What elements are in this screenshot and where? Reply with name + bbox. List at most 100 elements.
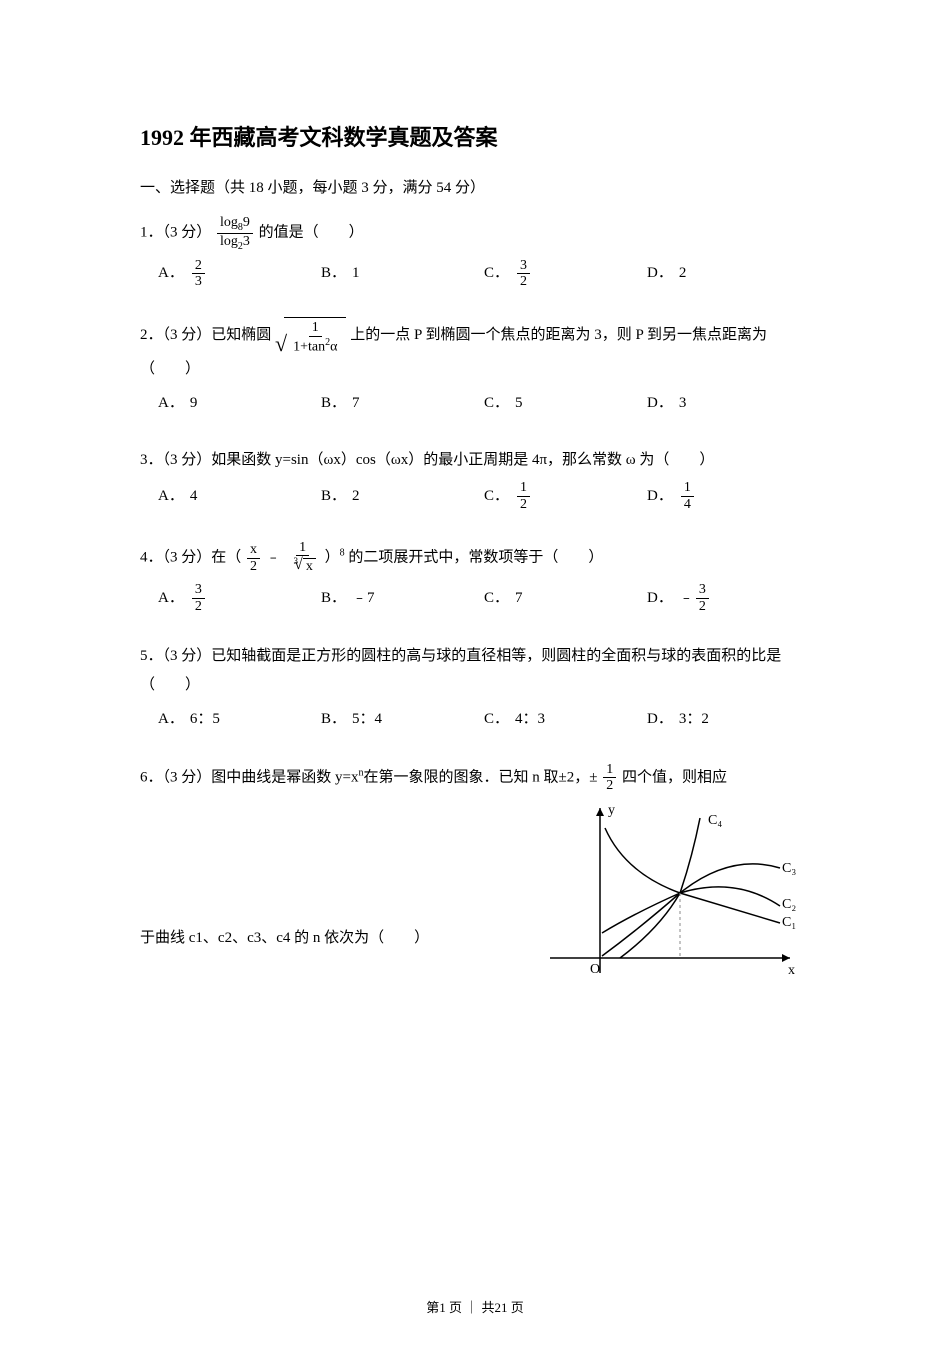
opt-label: C． [484,482,509,511]
q1-prefix: 1．（3 分） [140,225,211,241]
q3-b-val: 2 [352,482,360,511]
opt-label: A． [158,259,184,288]
q2-option-a: A．9 [158,389,321,418]
q3-d-den: 4 [681,497,694,512]
q4-a-num: 3 [192,582,205,598]
q1-suffix: 的值是（ ） [259,225,364,241]
q4-option-b: B．﹣7 [321,582,484,614]
q5-c-val: 4：3 [515,705,545,734]
q6-frac-den: 2 [603,778,616,793]
q1-c-den: 2 [517,274,530,289]
q2-sqrt-num: 1 [309,320,322,336]
opt-label: B． [321,259,346,288]
q1-d-val: 2 [679,259,687,288]
opt-label: B． [321,389,346,418]
question-4: 4．（3 分）在（ x 2 ﹣ 1 3 √ x ）8 的二项展开式中，常数项等于… [140,540,810,614]
fig-c4: C₄ [708,813,722,828]
section-header: 一、选择题（共 18 小题，每小题 3 分，满分 54 分） [140,176,810,197]
q5-option-a: A．6：5 [158,705,321,734]
q2-den-a: 1+tan [293,339,325,354]
q4-prefix: 4．（3 分）在（ [140,550,241,566]
q6-suffix1: 四个值，则相应 [622,769,727,785]
q4-option-d: D． ﹣32 [647,582,810,614]
q5-d-val: 3：2 [679,705,709,734]
opt-label: A． [158,705,184,734]
fig-o-label: O [590,962,600,977]
question-3: 3．（3 分）如果函数 y=sin（ωx）cos（ωx）的最小正周期是 4π，那… [140,446,810,512]
q3-option-b: B．2 [321,480,484,512]
q4-option-c: C．7 [484,582,647,614]
opt-label: D． [647,259,673,288]
q4-d-num: 3 [696,582,709,598]
opt-label: C． [484,584,509,613]
q1-option-d: D． 2 [647,258,810,290]
question-1: 1．（3 分） log89 log23 的值是（ ） A． 23 B． 1 [140,215,810,289]
opt-label: A． [158,389,184,418]
q4-minus: ﹣ [266,550,281,566]
q4-exp: 8 [340,548,345,559]
opt-label: C． [484,705,509,734]
q1-bot-log: log [220,234,238,249]
q3-option-d: D．14 [647,480,810,512]
q5-option-d: D．3：2 [647,705,810,734]
q1-option-a: A． 23 [158,258,321,290]
q1-option-c: C． 32 [484,258,647,290]
q3-stem: 3．（3 分）如果函数 y=sin（ωx）cos（ωx）的最小正周期是 4π，那… [140,446,810,475]
fig-c3: C₃ [782,861,796,876]
q2-option-b: B．7 [321,389,484,418]
q2-d-val: 3 [679,389,687,418]
question-6: 6．（3 分）图中曲线是幂函数 y=xn在第一象限的图象．已知 n 取±2，± … [140,762,810,998]
opt-label: D． [647,482,673,511]
q6-prefix: 6．（3 分）图中曲线是幂函数 y=x [140,769,358,785]
opt-label: D． [647,705,673,734]
opt-label: A． [158,584,184,613]
opt-label: B． [321,584,346,613]
page-title: 1992 年西藏高考文科数学真题及答案 [140,120,810,152]
q1-a-den: 3 [192,274,205,289]
q6-mid: 在第一象限的图象．已知 n 取±2，± [363,769,597,785]
q1-top-arg: 9 [243,215,250,230]
q1-top-log: log [220,215,238,230]
q4-a-den: 2 [192,599,205,614]
q4-option-a: A． 32 [158,582,321,614]
q1-b-val: 1 [352,259,360,288]
q6-frac-num: 1 [603,762,616,778]
fig-c2: C₂ [782,897,796,912]
q4-t1-den: 2 [247,559,260,574]
q2-b-val: 7 [352,389,360,418]
q4-suffix: 的二项展开式中，常数项等于（ ） [348,550,603,566]
q5-option-b: B．5：4 [321,705,484,734]
q5-stem: 5．（3 分）已知轴截面是正方形的圆柱的高与球的直径相等，则圆柱的全面积与球的表… [140,642,810,699]
q5-a-val: 6：5 [190,705,220,734]
q2-c-val: 5 [515,389,523,418]
q2-a-val: 9 [190,389,198,418]
q3-option-c: C． 12 [484,480,647,512]
q3-c-num: 1 [517,480,530,496]
q1-bot-arg: 3 [243,234,250,249]
opt-label: C． [484,259,509,288]
q4-t1-num: x [247,542,260,558]
fig-x-label: x [788,963,795,978]
q4-term2: 1 3 √ x [287,540,319,576]
q1-a-num: 2 [192,258,205,274]
opt-label: C． [484,389,509,418]
q4-d-den: 2 [696,599,709,614]
q3-option-a: A．4 [158,480,321,512]
opt-label: D． [647,584,673,613]
opt-label: D． [647,389,673,418]
q1-option-b: B． 1 [321,258,484,290]
q2-option-c: C．5 [484,389,647,418]
opt-label: A． [158,482,184,511]
q5-b-val: 5：4 [352,705,382,734]
fig-c1: C₁ [782,915,796,930]
q2-prefix: 2．（3 分）已知椭圆 [140,328,271,344]
opt-label: B． [321,482,346,511]
q3-c-den: 2 [517,497,530,512]
q6-figure: O y x C₄ C₃ C₂ C₁ [530,798,810,998]
question-2: 2．（3 分）已知椭圆 √ 1 1+tan2α 上的一点 P 到椭圆一个焦点的距… [140,317,810,417]
q2-sqrt: √ 1 1+tan2α [275,317,346,354]
q1-main-fraction: log89 log23 [217,215,253,252]
fig-y-label: y [608,803,615,818]
q4-root-index: 3 [294,557,299,566]
q5-option-c: C．4：3 [484,705,647,734]
